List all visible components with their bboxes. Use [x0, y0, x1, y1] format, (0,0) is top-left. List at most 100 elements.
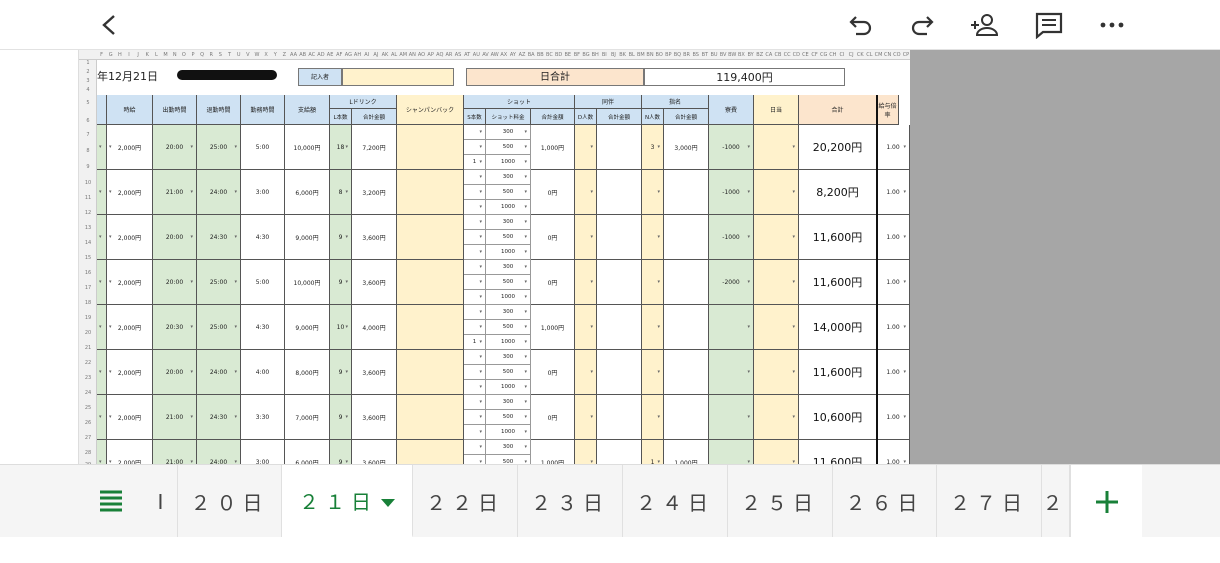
column-letter[interactable]: BT [701, 52, 709, 58]
dropdown-arrow-icon[interactable]: ▾ [747, 144, 750, 150]
row-number[interactable]: 20 [84, 330, 92, 336]
column-letter[interactable]: BX [737, 52, 745, 58]
cell-d_total[interactable] [597, 260, 642, 305]
dropdown-arrow-icon[interactable]: ▾ [903, 324, 906, 330]
dropdown-arrow-icon[interactable]: ▾ [99, 369, 102, 375]
dropdown-arrow-icon[interactable]: ▾ [479, 414, 482, 420]
cell-d_total[interactable] [597, 215, 642, 260]
cell-rate[interactable]: 1.00 ▾ [877, 125, 910, 170]
dropdown-arrow-icon[interactable]: ▾ [190, 414, 193, 420]
dropdown-arrow-icon[interactable]: ▾ [99, 459, 102, 464]
dropdown-arrow-icon[interactable]: ▾ [479, 129, 482, 135]
row-number[interactable]: 25 [84, 405, 92, 411]
cell-s_total[interactable]: 0円 [531, 395, 575, 440]
cell-rate[interactable]: 1.00 ▾ [877, 305, 910, 350]
cell-total[interactable]: 11,600円 [799, 215, 877, 260]
dropdown-arrow-icon[interactable]: ▾ [524, 354, 527, 360]
column-letter[interactable]: AU [472, 52, 480, 58]
cell-pay[interactable]: 10,000円 [285, 260, 330, 305]
dropdown-arrow-icon[interactable]: ▾ [479, 324, 482, 330]
dropdown-arrow-icon[interactable]: ▾ [479, 294, 482, 300]
column-letter[interactable]: CD [792, 52, 800, 58]
cell-s_total[interactable]: 1,000円 [531, 305, 575, 350]
cell-start[interactable]: 20:00 ▾ [153, 215, 197, 260]
dropdown-arrow-icon[interactable]: ▾ [479, 369, 482, 375]
dropdown-arrow-icon[interactable]: ▾ [524, 129, 527, 135]
dropdown-arrow-icon[interactable]: ▾ [479, 399, 482, 405]
dropdown-arrow-icon[interactable]: ▾ [747, 369, 750, 375]
dropdown-arrow-icon[interactable]: ▾ [590, 414, 593, 420]
shot-count-sub[interactable]: ▾ [464, 365, 486, 380]
row-number[interactable]: 10 [84, 180, 92, 186]
dropdown-arrow-icon[interactable]: ▾ [109, 279, 112, 285]
row-number[interactable]: 8 [86, 148, 90, 154]
cell-d_total[interactable] [597, 395, 642, 440]
cell-l_total[interactable]: 4,000円 [352, 305, 397, 350]
cell-hourly[interactable]: 2,000円 ▾ [107, 440, 153, 464]
cell-n_total[interactable] [664, 170, 709, 215]
column-letter[interactable]: AS [454, 52, 462, 58]
cell-hourly[interactable]: 2,000円 ▾ [107, 395, 153, 440]
column-letter[interactable]: BH [591, 52, 599, 58]
cell-champagne[interactable] [397, 125, 464, 170]
cell-start[interactable]: 20:00 ▾ [153, 350, 197, 395]
dropdown-arrow-icon[interactable]: ▾ [792, 189, 795, 195]
row-number[interactable]: 27 [84, 435, 92, 441]
dropdown-arrow-icon[interactable]: ▾ [479, 144, 482, 150]
cell-n_count[interactable]: 3 ▾ [642, 125, 664, 170]
dropdown-arrow-icon[interactable]: ▾ [524, 279, 527, 285]
dropdown-arrow-icon[interactable]: ▾ [524, 309, 527, 315]
dropdown-arrow-icon[interactable]: ▾ [234, 279, 237, 285]
cell-total[interactable]: 11,600円 [799, 350, 877, 395]
cell-champagne[interactable] [397, 215, 464, 260]
shot-count-sub[interactable]: ▾ [464, 170, 486, 185]
dropdown-arrow-icon[interactable]: ▾ [903, 414, 906, 420]
column-letter[interactable]: H [117, 52, 122, 58]
column-letter[interactable]: BO [655, 52, 663, 58]
cell-l_total[interactable]: 3,600円 [352, 395, 397, 440]
cell-rate[interactable]: 1.00 ▾ [877, 215, 910, 260]
cell-n_total[interactable] [664, 350, 709, 395]
shot-fee-sub[interactable]: 300 ▾ [486, 395, 531, 410]
cell-rate[interactable]: 1.00 ▾ [877, 170, 910, 215]
column-letter[interactable]: AB [299, 52, 307, 58]
cell-total[interactable]: 11,600円 [799, 260, 877, 305]
column-letter[interactable]: CO [893, 52, 901, 58]
shot-fee-sub[interactable]: 500 ▾ [486, 410, 531, 425]
shot-count-sub[interactable]: ▾ [464, 230, 486, 245]
cell-worked[interactable]: 3:00 [241, 170, 285, 215]
cell-ryohi[interactable]: ▾ [709, 350, 754, 395]
shot-fee-sub[interactable]: 1000 ▾ [486, 335, 531, 350]
cell-l_count[interactable]: 10 ▾ [330, 305, 352, 350]
dropdown-arrow-icon[interactable]: ▾ [479, 189, 482, 195]
all-sheets-menu-icon[interactable] [96, 487, 132, 517]
cell-worked[interactable]: 3:00 [241, 440, 285, 464]
dropdown-arrow-icon[interactable]: ▾ [234, 414, 237, 420]
column-letter[interactable]: I [128, 52, 130, 58]
column-letter[interactable]: U [236, 52, 241, 58]
dropdown-arrow-icon[interactable]: ▾ [479, 174, 482, 180]
column-letter[interactable]: AH [353, 52, 362, 58]
dropdown-arrow-icon[interactable]: ▾ [345, 189, 348, 195]
dropdown-arrow-icon[interactable]: ▾ [190, 369, 193, 375]
sheet-tab[interactable]: ２５日 [728, 465, 833, 538]
dropdown-arrow-icon[interactable]: ▾ [479, 384, 482, 390]
tab-menu-caret-icon[interactable] [377, 488, 395, 512]
dropdown-arrow-icon[interactable]: ▾ [109, 414, 112, 420]
cell-l_count[interactable]: 18 ▾ [330, 125, 352, 170]
dropdown-arrow-icon[interactable]: ▾ [747, 459, 750, 464]
dropdown-arrow-icon[interactable]: ▾ [590, 144, 593, 150]
column-letter[interactable]: CP [902, 52, 910, 58]
cell-ryohi[interactable]: ▾ [709, 395, 754, 440]
dropdown-arrow-icon[interactable]: ▾ [524, 234, 527, 240]
dropdown-arrow-icon[interactable]: ▾ [903, 234, 906, 240]
cell-n_total[interactable] [664, 215, 709, 260]
add-person-icon[interactable] [968, 8, 1002, 42]
column-letter[interactable]: AJ [373, 52, 379, 58]
dropdown-arrow-icon[interactable]: ▾ [479, 234, 482, 240]
cell-n_count[interactable]: ▾ [642, 395, 664, 440]
dropdown-arrow-icon[interactable]: ▾ [234, 144, 237, 150]
dropdown-arrow-icon[interactable]: ▾ [792, 144, 795, 150]
cell-l_total[interactable]: 3,600円 [352, 260, 397, 305]
cell-hourly[interactable]: 2,000円 ▾ [107, 350, 153, 395]
